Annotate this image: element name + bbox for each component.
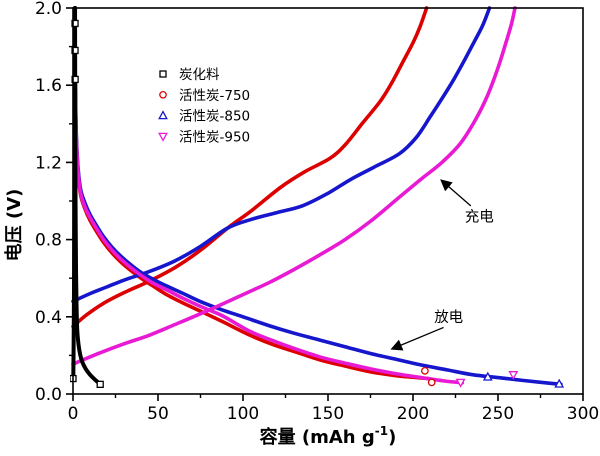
x-axis-label: 容量 (mAh g-1) — [260, 424, 397, 448]
x-tick-label: 50 — [147, 404, 169, 424]
triangle-up-marker — [482, 371, 493, 381]
x-tick-label: 100 — [227, 404, 259, 424]
legend-label: 活性炭-850 — [179, 109, 250, 125]
triangle-down-marker — [455, 378, 466, 388]
series-活性炭-950-charge — [71, 6, 517, 366]
legend-item: 炭化料 — [159, 67, 220, 83]
y-tick-label: 0.0 — [35, 385, 62, 405]
x-tick-label: 150 — [312, 404, 344, 424]
legend-label: 活性炭-950 — [179, 129, 250, 145]
annotation-label: 充电 — [465, 208, 494, 225]
y-tick-label: 0.8 — [35, 231, 62, 251]
y-axis-label: 电压 (V) — [3, 189, 25, 262]
x-tick-label: 200 — [397, 404, 429, 424]
square-marker — [71, 46, 79, 55]
square-marker — [71, 75, 79, 84]
legend-item: 活性炭-750 — [159, 88, 250, 104]
square-marker — [159, 70, 167, 78]
triangle-up-marker — [554, 378, 565, 388]
x-tick-label: 0 — [68, 404, 79, 424]
curves-group — [70, 6, 565, 389]
circle-marker — [427, 378, 436, 387]
y-tick-label: 1.6 — [35, 76, 62, 96]
annotation-arrow — [440, 179, 472, 207]
square-marker — [96, 380, 104, 389]
y-tick-label: 1.2 — [35, 153, 62, 173]
series-活性炭-750-discharge — [72, 10, 431, 381]
circle-marker — [159, 90, 167, 99]
triangle-down-marker — [508, 371, 519, 381]
x-tick-label: 250 — [482, 404, 514, 424]
square-marker — [71, 19, 79, 28]
legend-item: 活性炭-850 — [158, 109, 250, 125]
series-活性炭-950-discharge — [72, 8, 465, 385]
y-tick-label: 0.4 — [35, 308, 62, 328]
y-tick-label: 2.0 — [35, 0, 62, 19]
series-活性炭-750-charge — [71, 6, 429, 329]
x-tick-label: 300 — [567, 404, 599, 424]
series-活性炭-850-discharge — [72, 6, 563, 387]
legend-label: 活性炭-750 — [179, 88, 250, 104]
legend-label: 炭化料 — [179, 67, 220, 83]
circle-marker — [421, 366, 429, 375]
series-炭化料-discharge — [73, 6, 103, 387]
annotation-label: 放电 — [434, 309, 463, 326]
triangle-down-marker — [158, 132, 168, 142]
annotation-arrow — [390, 326, 444, 351]
series-活性炭-850-charge — [71, 6, 492, 304]
legend-item: 活性炭-950 — [158, 129, 250, 145]
triangle-up-marker — [158, 110, 168, 120]
